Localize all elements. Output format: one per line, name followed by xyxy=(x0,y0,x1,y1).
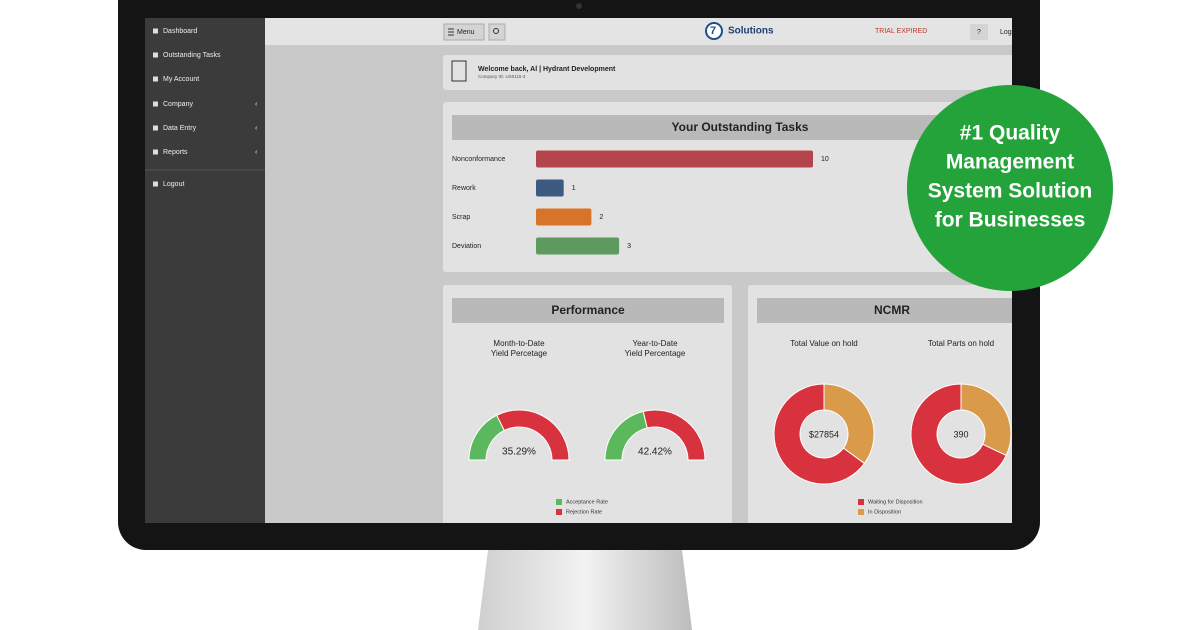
sidebar-icon xyxy=(153,125,158,131)
sidebar-item[interactable]: Dashboard xyxy=(163,28,197,35)
sidebar xyxy=(145,18,265,523)
gauge-center-label: 42.42% xyxy=(638,447,672,458)
gauge-segment xyxy=(642,409,706,461)
legend-label: Rejection Rate xyxy=(566,509,602,515)
topbar xyxy=(265,18,1012,45)
category-label: Rework xyxy=(452,185,476,192)
camera xyxy=(576,3,582,9)
legend-label: Acceptance Rate xyxy=(566,499,608,505)
sidebar-item[interactable]: Logout xyxy=(163,181,184,188)
welcome-title: Welcome back, Al | Hydrant Development xyxy=(478,66,616,73)
login-label[interactable]: Log xyxy=(1000,29,1012,36)
sidebar-icon xyxy=(153,52,158,58)
tasks-panel xyxy=(443,102,1012,272)
chart-title: Total Parts on hold xyxy=(928,339,994,348)
welcome-panel xyxy=(443,55,1012,90)
legend-swatch xyxy=(556,499,562,505)
sidebar-menu: Dashboard Outstanding Tasks My Account Comp… xyxy=(153,28,221,188)
sidebar-icon xyxy=(153,101,158,107)
performance-title: Performance xyxy=(551,303,625,317)
legend-swatch xyxy=(556,509,562,515)
performance-header xyxy=(452,298,724,323)
sidebar-item[interactable]: Reports xyxy=(163,149,188,156)
search-button[interactable] xyxy=(488,23,506,41)
chart-title: Total Value on hold xyxy=(790,339,857,348)
menu-icon xyxy=(448,28,454,36)
chevron: ‹ xyxy=(255,149,258,156)
legend-label: In Disposition xyxy=(868,509,901,515)
ncmr-header xyxy=(757,298,1012,323)
chart-title: Yield Percentage xyxy=(625,349,686,358)
tasks-chart: Nonconformance 10 Rework 1 Scrap 2 Deviation 3 xyxy=(452,150,829,255)
badge-line: #1 Quality xyxy=(960,122,1061,145)
monitor-stand xyxy=(478,550,692,630)
gauge-center-label: 35.29% xyxy=(502,447,536,458)
tasks-header xyxy=(452,115,1012,140)
badge-text: #1 Quality Management System Solution for B… xyxy=(928,122,1093,232)
value-label: 3 xyxy=(627,243,631,250)
brand-logo-mark: 7 xyxy=(710,25,716,37)
sidebar-icon xyxy=(153,28,158,34)
chart-title: Yield Percetage xyxy=(491,349,548,358)
tasks-title: Your Outstanding Tasks xyxy=(672,120,809,134)
sidebar-item[interactable]: Company xyxy=(163,101,193,108)
company-id: Company ID: US0116-3 xyxy=(478,74,526,79)
donut-segment xyxy=(823,383,875,465)
bar xyxy=(536,179,564,197)
help-label: ? xyxy=(977,29,981,36)
legend-swatch xyxy=(858,499,864,505)
brand-name: Solutions xyxy=(728,26,774,37)
sidebar-chevrons: ‹ ‹ ‹ xyxy=(255,101,258,156)
sidebar-icon xyxy=(153,76,158,82)
sidebar-icon xyxy=(153,181,158,187)
category-label: Deviation xyxy=(452,243,481,250)
sidebar-icon xyxy=(153,149,158,155)
badge-line: for Businesses xyxy=(935,209,1086,232)
brand-logo xyxy=(705,22,723,40)
chart-title: Year-to-Date xyxy=(632,339,678,348)
category-label: Nonconformance xyxy=(452,156,505,163)
donut-segment xyxy=(910,383,1007,485)
menu-button[interactable] xyxy=(443,23,485,41)
legend-label: Waiting for Disposition xyxy=(868,499,923,505)
trial-status: TRIAL EXPIRED xyxy=(875,28,927,35)
sidebar-item[interactable]: Outstanding Tasks xyxy=(163,52,221,59)
ncmr-title: NCMR xyxy=(874,303,910,317)
building-icon xyxy=(451,60,467,82)
value-label: 10 xyxy=(821,156,829,163)
donut-center-label: $27854 xyxy=(809,429,839,439)
badge-line: System Solution xyxy=(928,180,1093,203)
search-icon xyxy=(493,28,499,34)
chart-title: Month-to-Date xyxy=(493,339,545,348)
category-label: Scrap xyxy=(452,214,470,221)
gauge-segment xyxy=(496,409,570,461)
bar xyxy=(536,237,620,255)
sidebar-item[interactable]: Data Entry xyxy=(163,125,197,132)
badge-line: Management xyxy=(946,151,1074,174)
value-label: 2 xyxy=(599,214,603,221)
help-button[interactable] xyxy=(970,24,988,40)
bar xyxy=(536,150,813,168)
bar xyxy=(536,208,592,226)
sidebar-item[interactable]: My Account xyxy=(163,76,199,83)
performance-panel xyxy=(443,285,732,523)
donut-center-label: 390 xyxy=(953,429,968,439)
menu-label: Menu xyxy=(457,29,475,36)
legend-swatch xyxy=(858,509,864,515)
chevron: ‹ xyxy=(255,125,258,132)
donut-segment xyxy=(773,383,866,485)
value-label: 1 xyxy=(572,185,576,192)
donut-segment xyxy=(960,383,1012,457)
screen: ‹ ‹ ‹ Dashboard Outstanding Tasks My Accou… xyxy=(145,18,1012,523)
chevron: ‹ xyxy=(255,101,258,108)
badge xyxy=(907,85,1113,291)
